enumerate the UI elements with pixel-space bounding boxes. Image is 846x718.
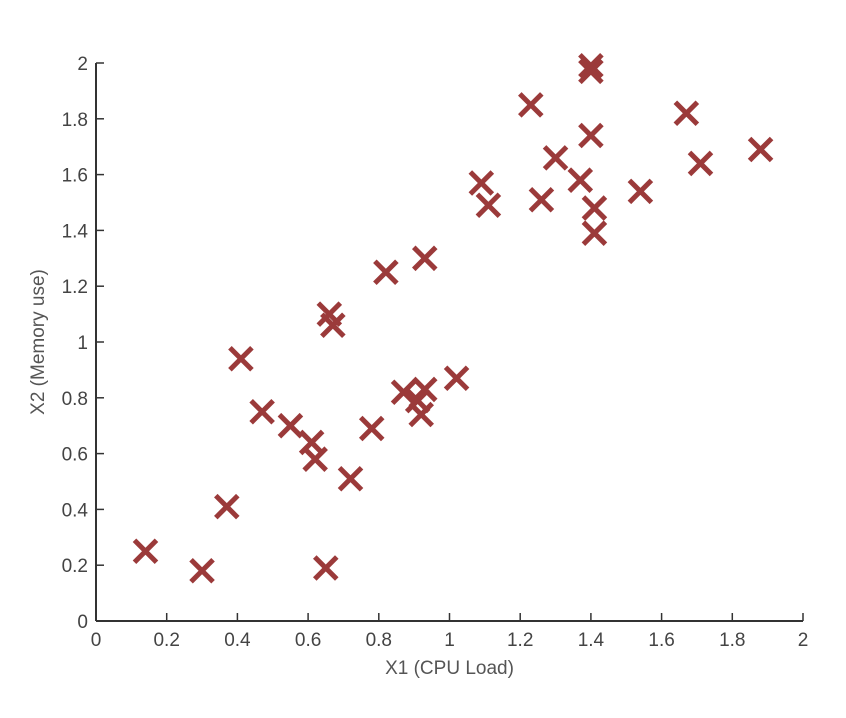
data-point (542, 145, 569, 171)
data-point (313, 555, 339, 581)
x-tick-label: 1.8 (719, 630, 745, 651)
y-tick-label: 1.2 (62, 277, 88, 298)
data-point (228, 345, 254, 372)
x-tick-label: 0.6 (295, 630, 321, 651)
data-point (581, 195, 608, 221)
y-axis-title: X2 (Memory use) (28, 269, 49, 415)
data-point (411, 376, 438, 403)
x-tick-label: 0.2 (153, 630, 179, 651)
y-tick-label: 0.8 (62, 389, 88, 410)
y-tick-label: 1.6 (62, 166, 88, 187)
x-tick-label: 1.4 (578, 630, 605, 651)
data-point (302, 446, 328, 472)
x-tick-label: 1.6 (648, 630, 674, 651)
data-point (518, 92, 544, 118)
y-axis-ticks: 0 0.2 0.4 0.6 0.8 1 1.2 1.4 1.6 1.8 2 (62, 54, 104, 633)
data-point (132, 538, 159, 565)
data-point (189, 558, 215, 584)
y-tick-label: 0.2 (62, 556, 88, 577)
data-point (673, 100, 700, 126)
data-point (408, 401, 434, 428)
data-point (578, 58, 604, 85)
y-tick-label: 0 (77, 612, 88, 633)
data-point (468, 170, 495, 196)
data-point (411, 245, 438, 272)
y-tick-label: 0.4 (62, 500, 89, 521)
data-point (443, 365, 470, 392)
x-tick-label: 0 (91, 630, 102, 651)
data-point (337, 465, 364, 492)
data-point (627, 178, 654, 205)
y-tick-label: 0.6 (62, 445, 88, 466)
y-tick-label: 1.8 (62, 110, 88, 131)
data-point (687, 150, 714, 177)
data-point (320, 312, 346, 339)
x-axis-ticks: 0 0.2 0.4 0.6 0.8 1 1.2 1.4 1.6 1.8 2 (91, 613, 809, 651)
x-axis-title: X1 (CPU Load) (385, 658, 514, 679)
data-point (567, 167, 594, 193)
data-point (249, 398, 275, 425)
x-tick-label: 1 (444, 630, 455, 651)
data-point (747, 136, 774, 163)
x-tick-label: 1.2 (507, 630, 533, 651)
data-point (390, 379, 417, 405)
data-point (373, 259, 399, 286)
data-point (581, 220, 608, 246)
data-point (214, 493, 240, 520)
data-point (528, 186, 555, 213)
data-point (578, 122, 604, 149)
data-point (358, 415, 385, 442)
x-tick-label: 0.8 (366, 630, 392, 651)
y-tick-label: 2 (77, 54, 88, 75)
x-tick-label: 0.4 (224, 630, 251, 651)
data-point (475, 192, 502, 219)
x-tick-label: 2 (798, 630, 809, 651)
data-point (277, 412, 304, 439)
y-tick-label: 1 (77, 333, 88, 354)
data-point (578, 53, 604, 79)
y-tick-label: 1.4 (62, 221, 89, 242)
data-points (132, 53, 774, 584)
